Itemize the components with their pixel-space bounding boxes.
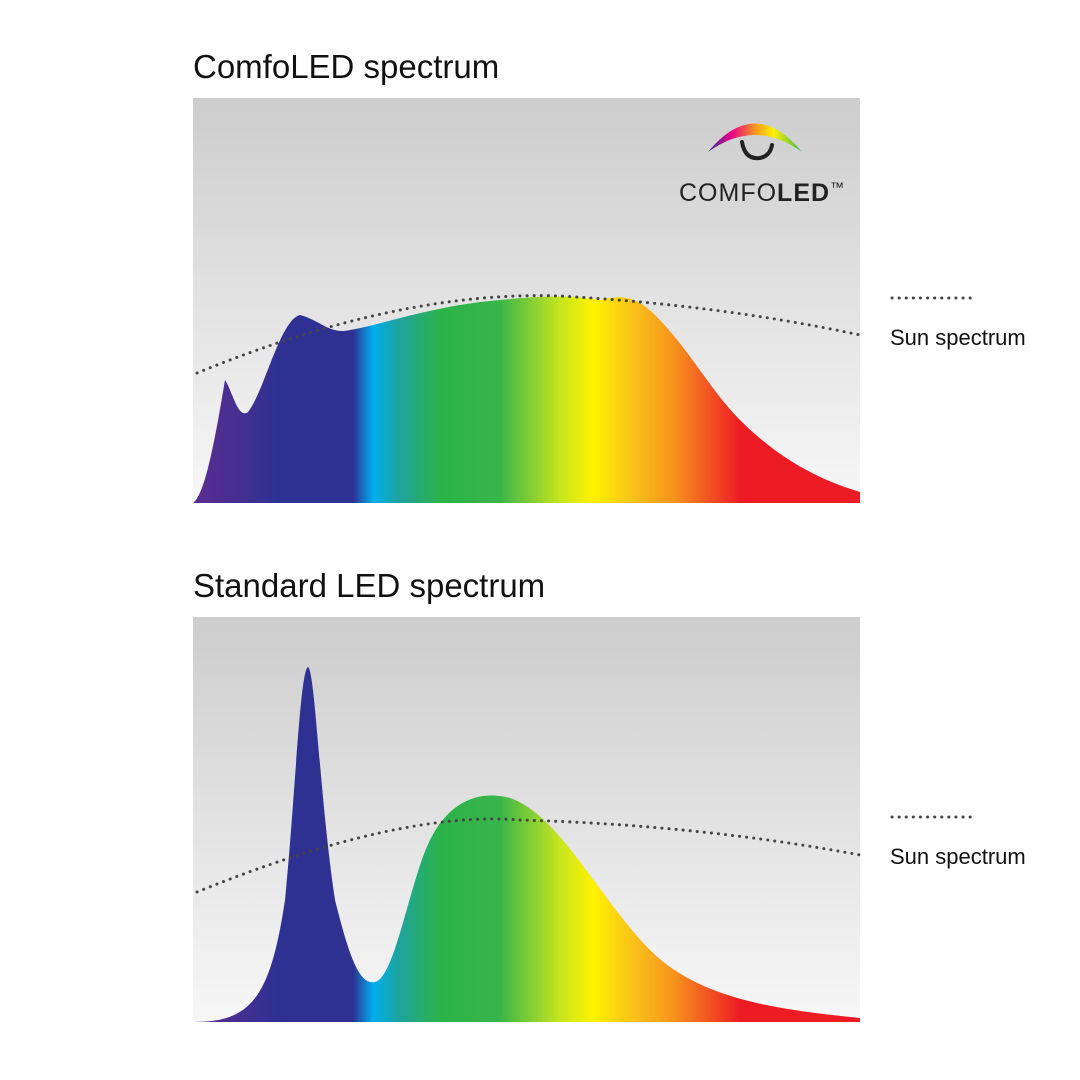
panel-title: ComfoLED spectrum	[193, 48, 499, 85]
logo-prefix: COMFO	[679, 179, 777, 207]
sun-spectrum-line	[195, 817, 862, 894]
logo-text: COMFOLED™	[679, 179, 845, 207]
logo-arc	[708, 123, 802, 152]
panel-title: Standard LED spectrum	[193, 567, 545, 604]
led-spectrum	[193, 296, 860, 503]
logo-eye	[740, 140, 774, 161]
legend-label: Sun spectrum	[890, 844, 1026, 869]
logo-bold: LED	[777, 179, 830, 207]
logo-mark: ™	[830, 179, 845, 195]
legend-label: Sun spectrum	[890, 325, 1026, 350]
led-spectrum	[193, 667, 860, 1022]
